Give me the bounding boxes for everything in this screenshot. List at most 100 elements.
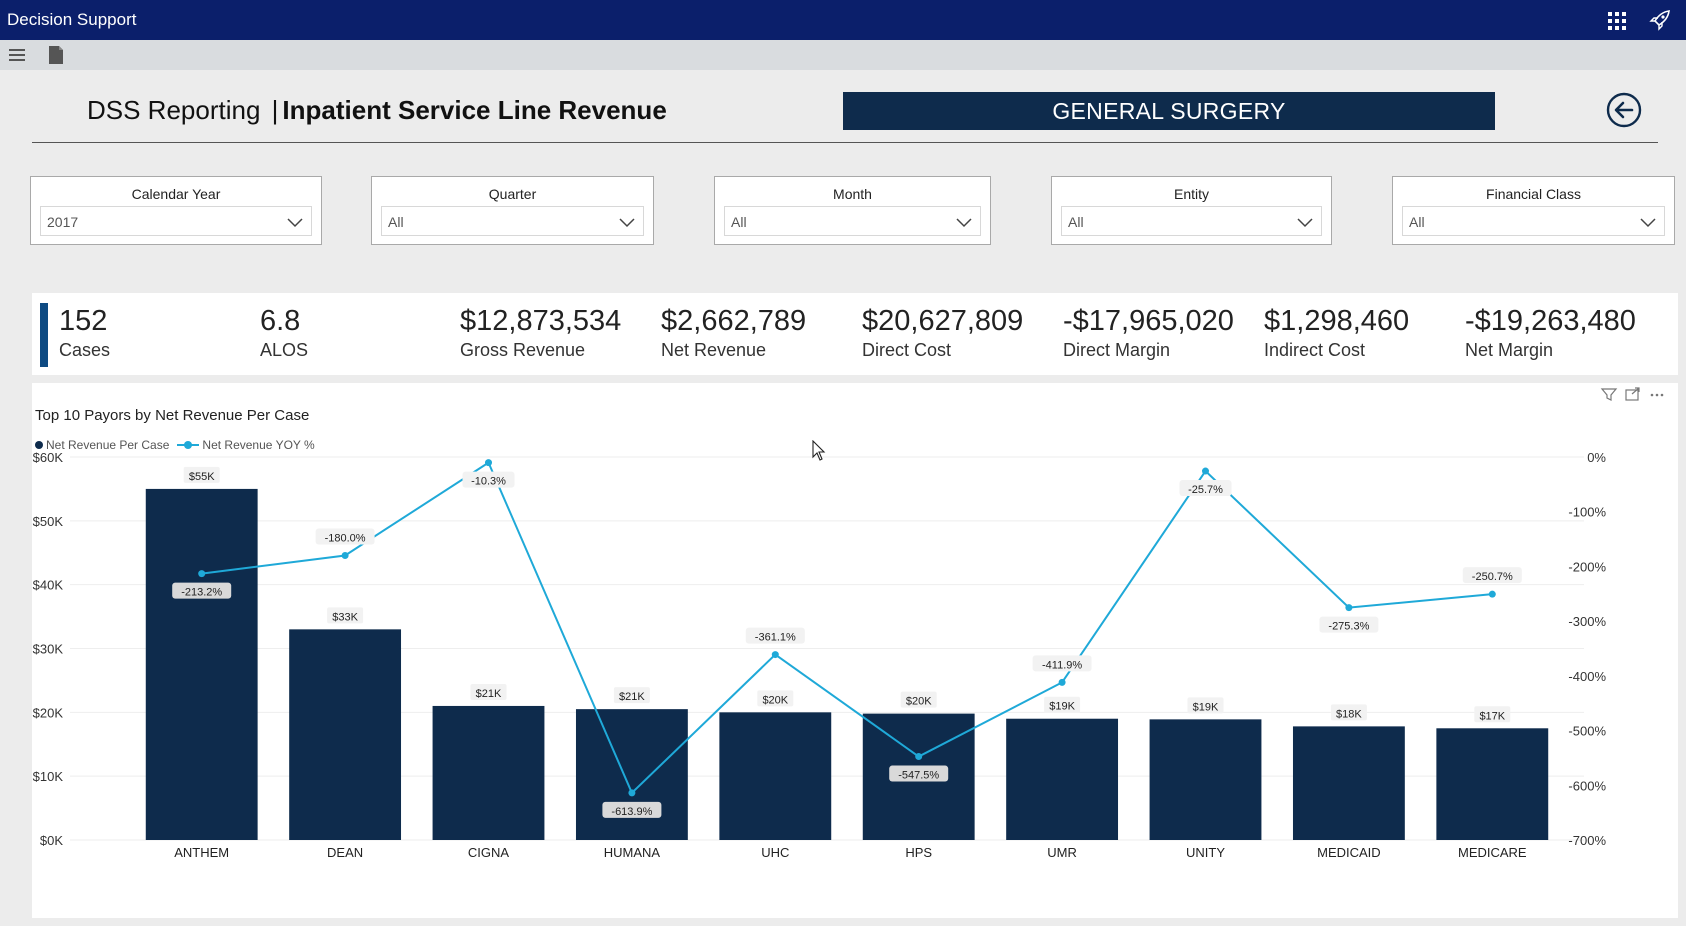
- bar-data-label: $19K: [1193, 701, 1219, 713]
- yoy-point: [198, 570, 206, 578]
- line-data-label: -10.3%: [471, 476, 506, 488]
- yoy-point: [341, 551, 349, 559]
- chevron-down-icon[interactable]: [1297, 215, 1313, 228]
- department-banner: GENERAL SURGERY: [843, 92, 1495, 130]
- line-data-label-bg: [462, 471, 515, 488]
- yoy-point: [628, 789, 636, 797]
- month-dropdown[interactable]: All: [724, 206, 981, 236]
- chart-title: Top 10 Payors by Net Revenue Per Case: [35, 407, 310, 424]
- yoy-point: [771, 651, 779, 659]
- yoy-line: [201, 461, 1493, 795]
- y-right-tick-label: -400%: [1568, 669, 1606, 684]
- y-left-tick-label: $30K: [33, 642, 64, 657]
- x-category-label: UHC: [761, 845, 789, 860]
- kpi-accent-bar: [40, 303, 48, 367]
- kpi-net-revenue: $2,662,789 Net Revenue: [661, 305, 806, 361]
- kpi-strip: 152 Cases 6.8 ALOS $12,873,534 Gross Rev…: [32, 293, 1678, 375]
- bar: [1436, 728, 1549, 840]
- hamburger-menu-icon[interactable]: [9, 47, 25, 63]
- bar-data-label: $18K: [1336, 708, 1362, 720]
- filter-icon[interactable]: [1600, 388, 1618, 401]
- y-right-tick-label: -200%: [1568, 559, 1606, 574]
- financial-class-dropdown[interactable]: All: [1402, 206, 1665, 236]
- focus-mode-icon[interactable]: [1625, 387, 1640, 401]
- bar-data-label: $20K: [906, 696, 932, 708]
- line-data-label: -547.5%: [898, 770, 939, 782]
- chevron-down-icon[interactable]: [1640, 215, 1656, 228]
- chevron-down-icon[interactable]: [287, 215, 303, 228]
- kpi-direct-cost: $20,627,809 Direct Cost: [862, 305, 1023, 361]
- chevron-down-icon[interactable]: [619, 215, 635, 228]
- x-category-label: HPS: [905, 845, 932, 860]
- y-left-tick-label: $60K: [33, 450, 64, 465]
- visual-header-icons: [1600, 385, 1672, 403]
- line-data-label-bg: [172, 582, 232, 599]
- legend-line-marker: [177, 440, 200, 449]
- kpi-label: Indirect Cost: [1264, 340, 1366, 360]
- yoy-point: [1058, 678, 1066, 686]
- bar-data-label-bg: [327, 607, 364, 624]
- x-category-label: UMR: [1047, 845, 1077, 860]
- legend-bar-label: Net Revenue Per Case: [46, 437, 170, 452]
- bar-data-label-bg: [470, 683, 507, 700]
- kpi-label: Net Revenue: [661, 340, 767, 360]
- calendar-year-dropdown[interactable]: 2017: [40, 206, 312, 236]
- kpi-value: $1,298,460: [1264, 305, 1410, 337]
- slicer-label: Month: [833, 186, 872, 202]
- line-data-label-bg: [315, 528, 375, 545]
- line-data-label-bg: [889, 765, 949, 782]
- entity-slicer: Entity All: [1051, 176, 1332, 245]
- kpi-label: Gross Revenue: [460, 340, 586, 360]
- more-options-icon[interactable]: [1650, 393, 1664, 397]
- back-arrow-icon[interactable]: [1606, 92, 1642, 128]
- entity-dropdown[interactable]: All: [1061, 206, 1322, 236]
- slicer-value: All: [1068, 214, 1084, 230]
- title-separator: |: [271, 95, 279, 125]
- x-category-label: CIGNA: [468, 845, 510, 860]
- bar: [1149, 719, 1262, 840]
- kpi-cases: 152 Cases: [59, 305, 110, 361]
- line-data-label-bg: [745, 627, 805, 644]
- x-category-label: MEDICAID: [1317, 845, 1381, 860]
- line-data-label: -613.9%: [611, 806, 652, 818]
- apps-grid-icon[interactable]: [1607, 11, 1627, 31]
- x-category-label: HUMANA: [604, 845, 661, 860]
- bar-data-label: $21K: [476, 688, 502, 700]
- payor-combo-chart: $0K $10K $20K $30K $40K $50K $60K -700% -600% -50…: [33, 450, 1607, 860]
- mouse-cursor-icon: [812, 439, 826, 462]
- line-data-label: -25.7%: [1188, 484, 1223, 496]
- legend-bar-marker: [35, 440, 43, 449]
- y-right-tick-label: -500%: [1568, 724, 1606, 739]
- y-right-tick-label: 0%: [1587, 450, 1606, 465]
- bar: [719, 712, 832, 840]
- y-left-tick-label: $20K: [33, 705, 64, 720]
- kpi-gross-revenue: $12,873,534 Gross Revenue: [460, 305, 621, 361]
- y-left-tick-label: $50K: [33, 514, 64, 529]
- rocket-icon[interactable]: [1649, 9, 1671, 31]
- line-data-label: -411.9%: [1042, 659, 1082, 671]
- y-left-tick-label: $40K: [33, 578, 64, 593]
- calendar-year-slicer: Calendar Year 2017: [30, 176, 322, 245]
- bar-data-label-bg: [183, 466, 220, 483]
- page-title: DSS Reporting | Inpatient Service Line Re…: [87, 95, 667, 126]
- quarter-dropdown[interactable]: All: [381, 206, 644, 236]
- bar-data-label-bg: [900, 691, 937, 708]
- kpi-label: Direct Cost: [862, 340, 952, 360]
- bar-data-label-bg: [1474, 706, 1511, 723]
- payor-chart-panel[interactable]: $0K $10K $20K $30K $40K $50K $60K -700% -600% -50…: [32, 383, 1678, 918]
- y-right-tick-label: -600%: [1568, 778, 1606, 793]
- y-left-tick-label: $10K: [33, 769, 64, 784]
- x-category-label: UNITY: [1186, 845, 1225, 860]
- slicer-label: Financial Class: [1486, 186, 1581, 202]
- x-category-label: MEDICARE: [1458, 845, 1527, 860]
- slicer-label: Entity: [1173, 186, 1209, 202]
- kpi-value: 6.8: [260, 305, 301, 337]
- chevron-down-icon[interactable]: [956, 215, 972, 228]
- page-icon[interactable]: [48, 46, 64, 64]
- line-data-label-bg: [1032, 655, 1092, 672]
- bar: [1292, 726, 1405, 840]
- kpi-label: Direct Margin: [1063, 340, 1171, 360]
- line-data-label: -275.3%: [1328, 621, 1369, 633]
- y-right-tick-label: -100%: [1568, 505, 1606, 520]
- bar: [575, 709, 688, 840]
